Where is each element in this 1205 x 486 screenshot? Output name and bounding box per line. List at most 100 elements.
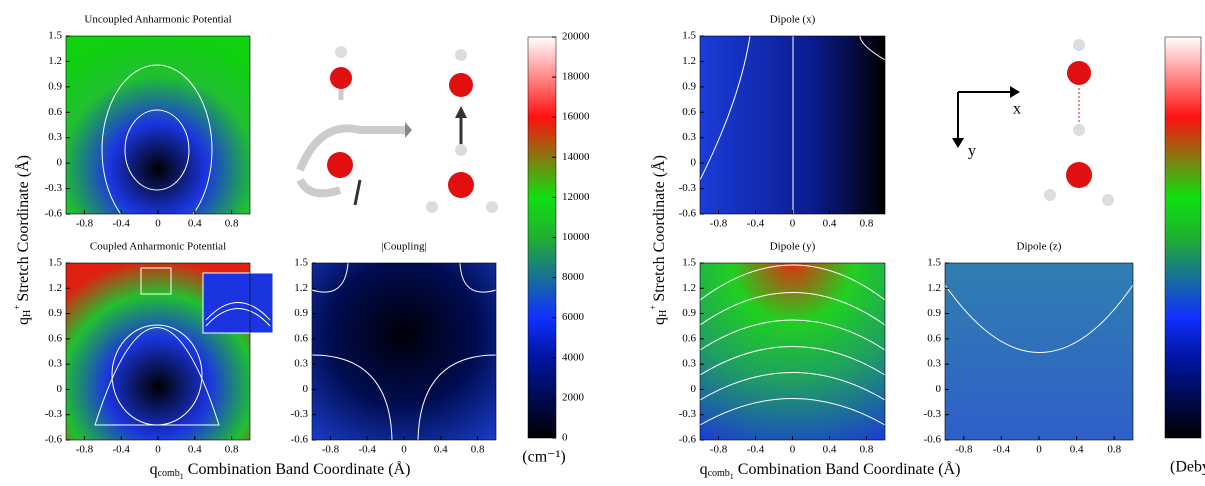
colorbar-tick-label: 18000 [562,71,590,83]
svg-text:qH+Stretch Coordinate (Å): qH+ Stretch Coordinate (Å) [12,155,33,325]
label-part: 1 [180,472,184,481]
y-tick-label: 0 [57,157,63,169]
y-tick-label: 0.9 [682,80,696,92]
y-tick-label: 0.3 [927,358,941,370]
label-part: q [651,317,668,325]
y-tick-label: 0.6 [48,106,62,118]
colorbar-tick-label: 4000 [562,351,585,363]
y-tick-label: -0.3 [45,408,63,420]
y-tick-label: -0.6 [45,434,63,446]
y-tick-label: 0.9 [927,307,941,319]
contour [111,324,203,426]
label-part: Stretch Coordinate (Å) [14,155,32,302]
y-axis-label: qH+ Stretch Coordinate (Å) [648,155,669,325]
y-tick-label: 1.2 [927,282,941,294]
x-tick-label: 0 [155,218,161,230]
label-part: comb [158,468,180,479]
inset-box [140,267,172,295]
y-tick-label: 0.9 [682,307,696,319]
chart-title: Dipole (x) [770,14,816,26]
label-part: q [150,461,158,478]
colorbar [1164,36,1202,439]
y-tick-label: 0.3 [48,358,62,370]
x-tick-label: -0.8 [710,444,728,456]
y-tick-label: 0.3 [48,131,62,143]
label-part: comb [708,468,730,479]
x-tick-label: 0 [401,444,407,456]
y-tick-label: 0.9 [294,307,308,319]
y-tick-label: -0.6 [45,208,63,220]
y-tick-label: 1.5 [294,257,308,269]
x-tick-label: 0.8 [471,444,485,456]
x-tick-label: -0.4 [112,218,130,230]
x-tick-label: 0.4 [188,444,202,456]
heatmap-fill [700,263,885,440]
x-tick-label: -0.4 [747,444,765,456]
y-tick-label: 0.9 [48,307,62,319]
x-tick-label: -0.8 [955,444,973,456]
y-tick-label: 0.6 [682,332,696,344]
label-part: H [22,310,33,317]
x-axis-label: qcomb1 Combination Band Coordinate (Å) [150,460,411,481]
y-tick-label: -0.3 [924,408,942,420]
x-tick-label: 0.4 [434,444,448,456]
contour [311,262,497,441]
y-tick-label: -0.6 [679,208,697,220]
colorbar-tick-label: 10000 [562,231,590,243]
y-tick-label: 0.9 [48,80,62,92]
contour [699,264,886,426]
x-axis-label: qcomb1 Combination Band Coordinate (Å) [700,460,961,481]
y-tick-label: 0 [691,383,697,395]
colorbar-unit: (Debye) [1170,459,1205,476]
y-tick-label: 1.2 [48,55,62,67]
heatmap-fill [945,263,1133,440]
label-part: H [658,310,669,317]
x-tick-label: -0.4 [993,444,1011,456]
y-tick-label: 0 [691,157,697,169]
contour [124,109,190,191]
y-tick-label: -0.3 [679,408,697,420]
colorbar-tick-label: 6000 [562,311,585,323]
y-tick-label: 0.3 [294,358,308,370]
y-tick-label: 1.2 [48,282,62,294]
chart-title: Dipole (z) [1017,241,1062,253]
y-tick-label: -0.6 [679,434,697,446]
label-part: 1 [730,472,734,481]
x-tick-label: -0.8 [76,218,94,230]
y-tick-label: 1.2 [294,282,308,294]
x-tick-label: -0.4 [747,218,765,230]
svg-text:qH+Stretch Coordinate (Å): qH+ Stretch Coordinate (Å) [648,155,669,325]
y-tick-label: 0 [57,383,63,395]
contour [101,64,213,236]
y-tick-label: 0.3 [682,358,696,370]
x-tick-label: 0.8 [1107,444,1121,456]
x-tick-label: 0 [1036,444,1042,456]
colorbar-tick-label: 2000 [562,391,585,403]
chart-title: Uncoupled Anharmonic Potential [84,14,231,26]
y-tick-label: 1.5 [48,30,62,42]
y-tick-label: 1.2 [682,282,696,294]
colorbar-tick-label: 8000 [562,271,585,283]
y-tick-label: 0.6 [927,332,941,344]
colorbar-tick-label: 14000 [562,151,590,163]
y-tick-label: 0.6 [294,332,308,344]
x-tick-label: 0 [155,444,161,456]
label-part: Stretch Coordinate (Å) [650,155,668,302]
x-tick-label: 0.4 [188,218,202,230]
y-tick-label: -0.3 [291,408,309,420]
y-tick-label: 0.6 [682,106,696,118]
contour [944,284,1134,353]
x-tick-label: 0 [790,218,796,230]
y-tick-label: 1.5 [48,257,62,269]
contour [699,35,886,214]
x-tick-label: 0.4 [1070,444,1084,456]
y-axis-label: qH+ Stretch Coordinate (Å) [12,155,33,325]
x-tick-label: -0.8 [322,444,340,456]
x-tick-label: 0.8 [860,444,874,456]
y-tick-label: 1.2 [682,55,696,67]
axes-diagram: x y [952,86,1021,160]
x-tick-label: -0.8 [76,444,94,456]
x-tick-label: -0.4 [112,444,130,456]
molecule-left [296,46,498,213]
